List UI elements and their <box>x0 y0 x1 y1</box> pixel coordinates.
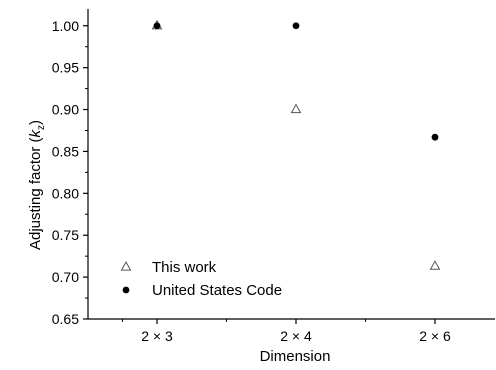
point-this-work <box>429 260 441 270</box>
point-united-states-code <box>292 22 300 30</box>
legend: This work United States Code <box>120 259 282 299</box>
legend-item-this-work: This work <box>120 259 217 276</box>
legend-marker-filled-circle <box>122 286 130 294</box>
legend-circle-marker <box>122 286 130 294</box>
x-axis-title: Dimension <box>260 348 331 365</box>
legend-triangle-marker <box>120 260 132 271</box>
y-tick-label: 0.85 <box>52 143 79 159</box>
legend-label-this-work: This work <box>152 259 217 276</box>
y-tick-label: 0.90 <box>52 102 79 118</box>
point-united-states-code <box>153 22 161 30</box>
y-tick-label: 0.75 <box>52 227 79 243</box>
x-tick-label: 2 × 4 <box>280 328 312 344</box>
axes <box>87 9 495 320</box>
legend-label-united-states-code: United States Code <box>152 282 282 299</box>
legend-marker-open-triangle <box>120 260 132 271</box>
y-axis-title-variable: k <box>27 128 44 137</box>
y-axis-title-close: ) <box>27 120 44 125</box>
y-tick-label: 1.00 <box>52 18 79 34</box>
point-united-states-code <box>431 133 439 141</box>
x-tick-label: 2 × 3 <box>141 328 173 344</box>
y-tick-label: 0.65 <box>52 311 79 327</box>
x-tick-label: 2 × 6 <box>419 328 451 344</box>
legend-item-united-states-code: United States Code <box>122 282 282 299</box>
y-tick-label: 0.80 <box>52 185 79 201</box>
x-axis-ticks: 2 × 3 2 × 4 2 × 6 <box>122 319 451 344</box>
y-tick-label: 0.95 <box>52 60 79 76</box>
y-axis-title-main: Adjusting factor ( <box>27 137 44 250</box>
point-this-work <box>290 103 302 114</box>
y-axis-ticks: 0.65 0.70 0.75 0.80 0.85 0.90 0.95 1.00 <box>52 18 88 327</box>
y-tick-label: 0.70 <box>52 269 79 285</box>
y-axis-title-subscript: z <box>36 125 47 130</box>
y-axis-title: Adjusting factor (kz) <box>27 120 47 250</box>
data-points <box>151 19 441 270</box>
